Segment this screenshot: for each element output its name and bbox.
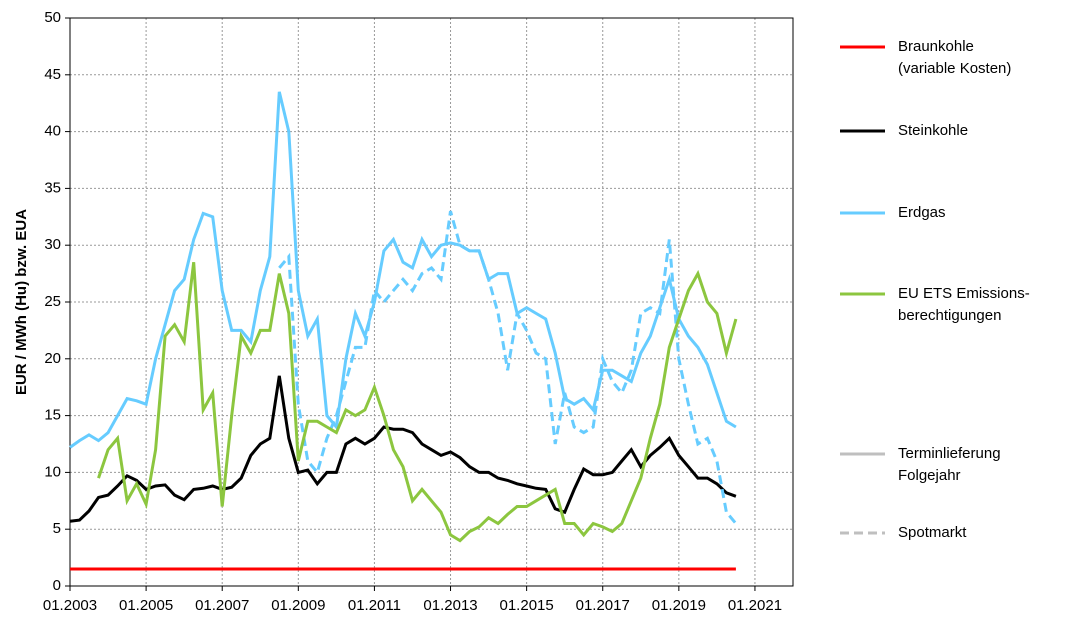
y-tick-label: 50 <box>44 9 61 26</box>
legend-entry: Braunkohle (variable Kosten) <box>898 38 1012 77</box>
x-tick-label: 01.2011 <box>348 597 401 614</box>
y-tick-label: 20 <box>44 350 61 367</box>
x-tick-label: 01.2003 <box>43 597 97 614</box>
x-tick-label: 01.2007 <box>195 597 249 614</box>
y-tick-label: 30 <box>44 236 61 253</box>
x-tick-label: 01.2017 <box>576 597 630 614</box>
y-tick-label: 10 <box>44 463 61 480</box>
y-tick-label: 0 <box>53 577 61 594</box>
y-tick-label: 5 <box>53 520 61 537</box>
x-tick-label: 01.2021 <box>728 597 782 614</box>
series-line <box>69 91 737 449</box>
legend-entry: Erdgas <box>898 204 946 221</box>
y-axis-label: EUR / MWh (Hu) bzw. EUA <box>13 209 30 395</box>
x-tick-label: 01.2013 <box>423 597 477 614</box>
x-tick-label: 01.2015 <box>500 597 554 614</box>
legend-entry: EU ETS Emissions- berechtigungen <box>898 285 1030 324</box>
y-tick-label: 25 <box>44 293 61 310</box>
spot-line <box>278 210 738 525</box>
x-tick-label: 01.2005 <box>119 597 173 614</box>
series-line <box>97 262 738 543</box>
x-tick-label: 01.2009 <box>271 597 325 614</box>
y-tick-label: 40 <box>44 123 61 140</box>
x-tick-label: 01.2019 <box>652 597 706 614</box>
y-tick-label: 45 <box>44 66 61 83</box>
series-line <box>69 375 737 523</box>
legend-style-entry: Terminlieferung Folgejahr <box>898 445 1001 484</box>
legend-style-entry: Spotmarkt <box>898 524 967 541</box>
legend-entry: Steinkohle <box>898 122 969 139</box>
y-tick-label: 35 <box>44 179 61 196</box>
plot-frame <box>69 17 794 587</box>
y-tick-label: 15 <box>44 407 61 424</box>
